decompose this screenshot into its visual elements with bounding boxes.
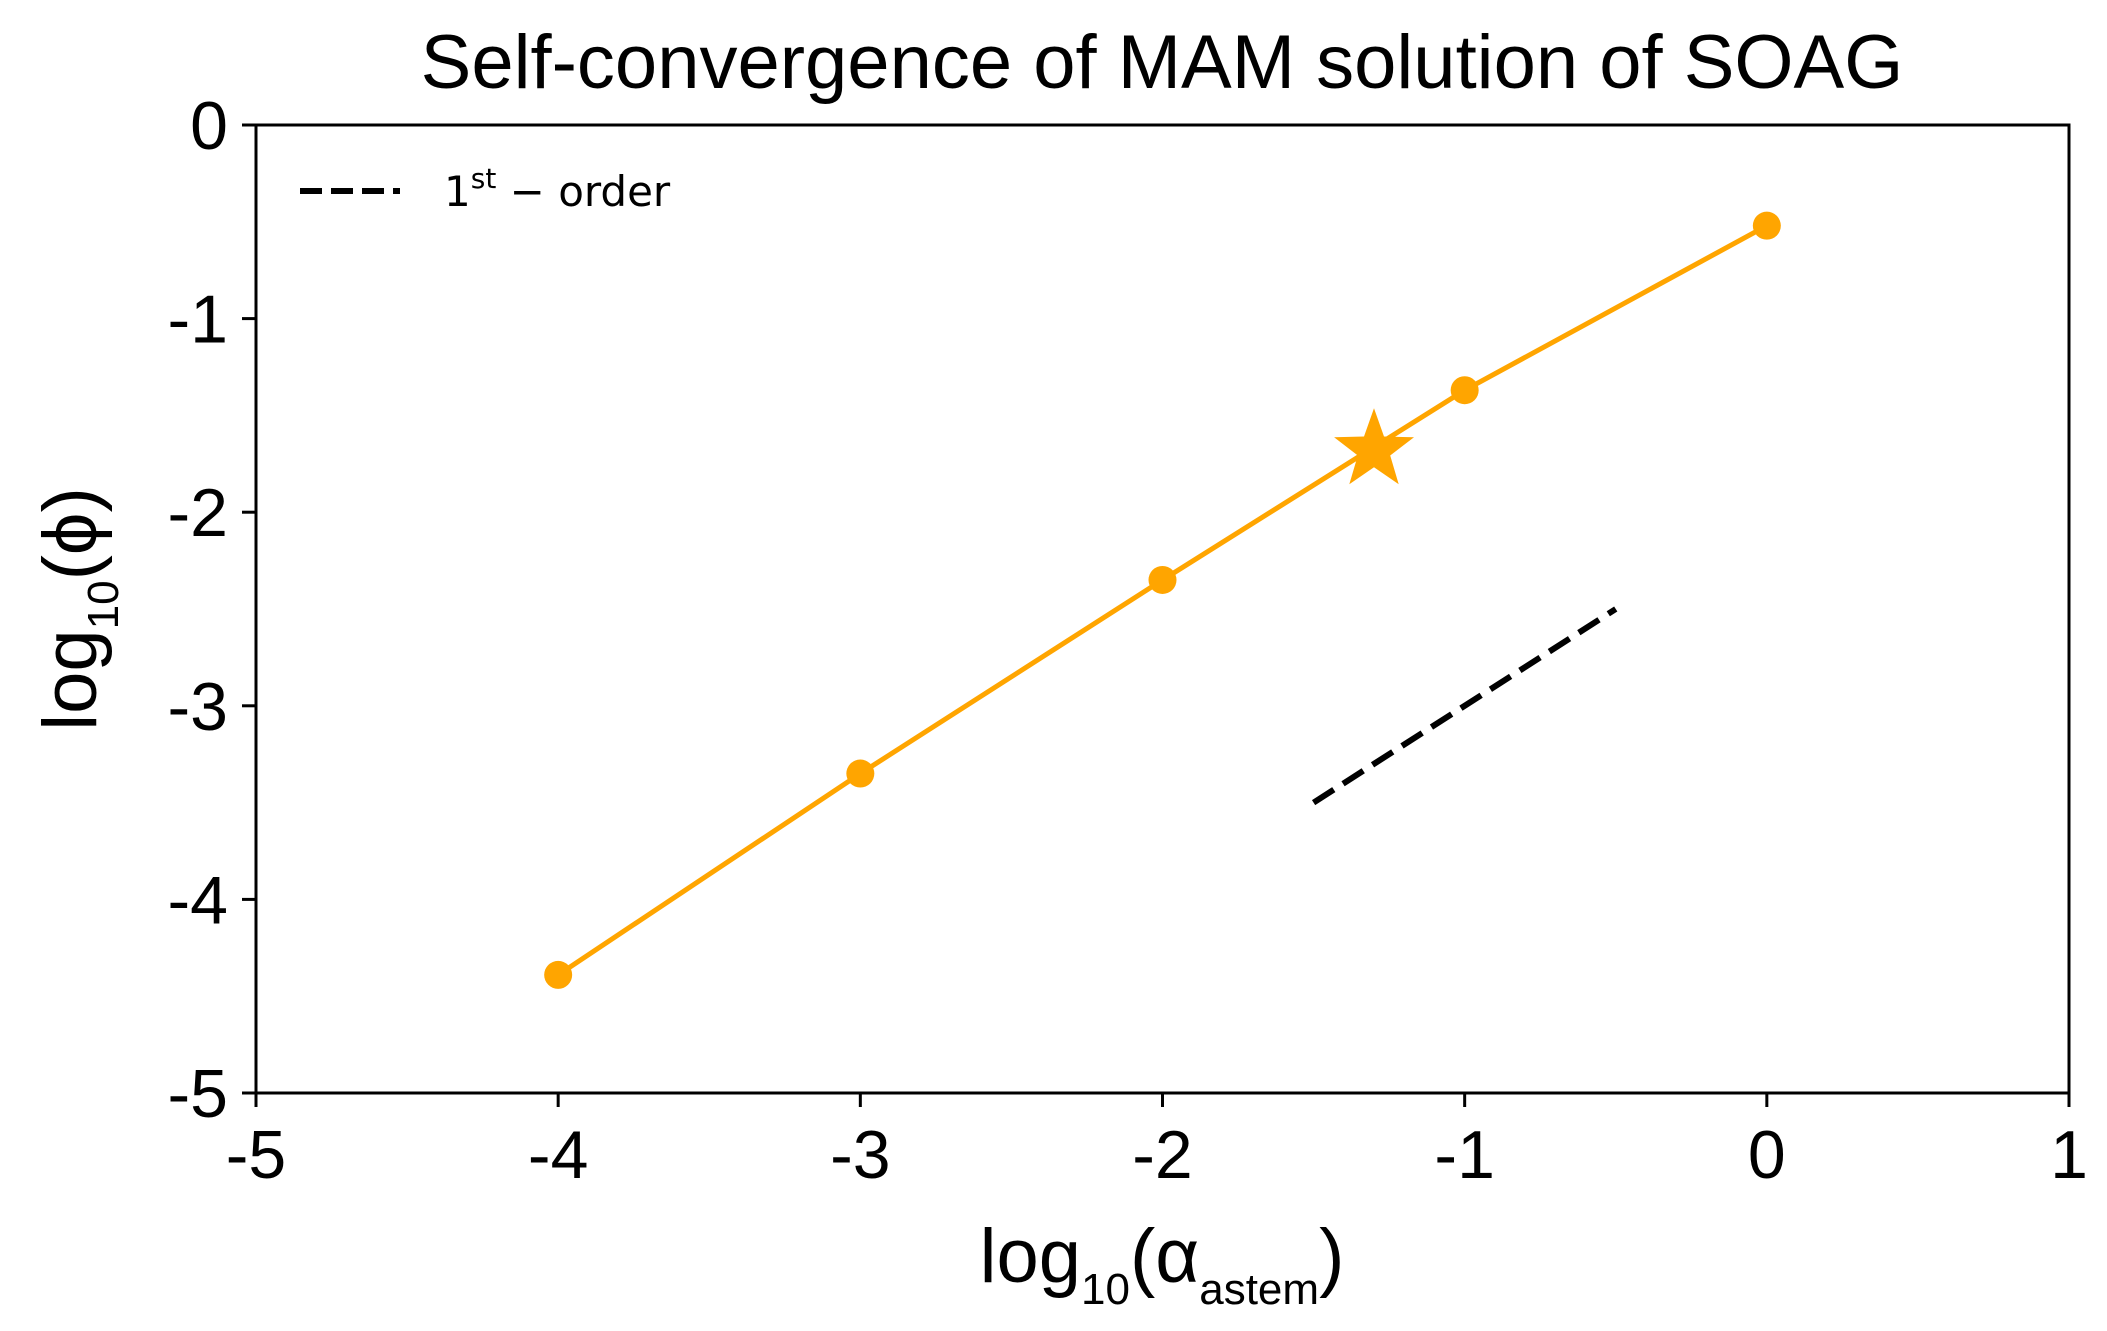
- series-line-1st-order: [1311, 606, 1618, 806]
- x-axis-label-open: (α: [1130, 1214, 1199, 1299]
- x-tick-label: -5: [226, 1117, 286, 1193]
- y-tick-label: 0: [190, 88, 228, 164]
- axes-frame: [254, 123, 2071, 1095]
- x-tick-label: 0: [1748, 1117, 1786, 1193]
- x-tick-label: -1: [1434, 1117, 1494, 1193]
- legend-label-1st-order: 1st − order: [444, 162, 671, 216]
- data-point: [846, 759, 875, 788]
- x-tick-label: 1: [2050, 1117, 2088, 1193]
- highlight-layer: [1334, 408, 1414, 485]
- legend-label-main: 1: [444, 167, 471, 216]
- x-axis: -5 -4 -3 -2 -1 0 1: [226, 1093, 2088, 1193]
- x-tick-label: -4: [528, 1117, 588, 1193]
- highlight-star-marker: [1334, 408, 1414, 485]
- data-point: [1148, 565, 1177, 594]
- series-layer: [544, 211, 1781, 989]
- chart-title: Self-convergence of MAM solution of SOAG: [421, 20, 1904, 105]
- legend: 1st − order: [300, 162, 671, 216]
- x-axis-label-subscript: 10: [1081, 1265, 1130, 1314]
- plot-area: [254, 123, 2071, 1095]
- x-axis-label: log10(αastem): [980, 1214, 1345, 1314]
- series-line-convergence: [556, 223, 1769, 977]
- x-axis-label-inner-subscript: astem: [1199, 1265, 1319, 1314]
- data-point: [1752, 211, 1781, 240]
- legend-label-superscript: st: [471, 162, 497, 195]
- legend-label-rest: − order: [496, 167, 671, 216]
- y-axis: 0 -1 -2 -3 -4 -5: [168, 88, 256, 1132]
- x-tick-label: -3: [830, 1117, 890, 1193]
- x-axis-label-prefix: log: [980, 1214, 1081, 1299]
- x-tick-label: -2: [1132, 1117, 1192, 1193]
- y-axis-label-subscript: 10: [79, 580, 128, 629]
- data-point: [1450, 376, 1479, 405]
- x-axis-label-close: ): [1319, 1214, 1344, 1299]
- y-axis-label-prefix: log: [28, 629, 113, 730]
- y-tick-label: -1: [168, 282, 228, 358]
- data-point: [544, 960, 573, 989]
- y-tick-label: -4: [168, 862, 228, 938]
- y-axis-label: log10(ϕ): [28, 487, 128, 731]
- y-tick-label: -5: [168, 1056, 228, 1132]
- y-tick-label: -2: [168, 475, 228, 551]
- y-axis-label-rest: (ϕ): [28, 487, 113, 580]
- y-tick-label: -3: [168, 669, 228, 745]
